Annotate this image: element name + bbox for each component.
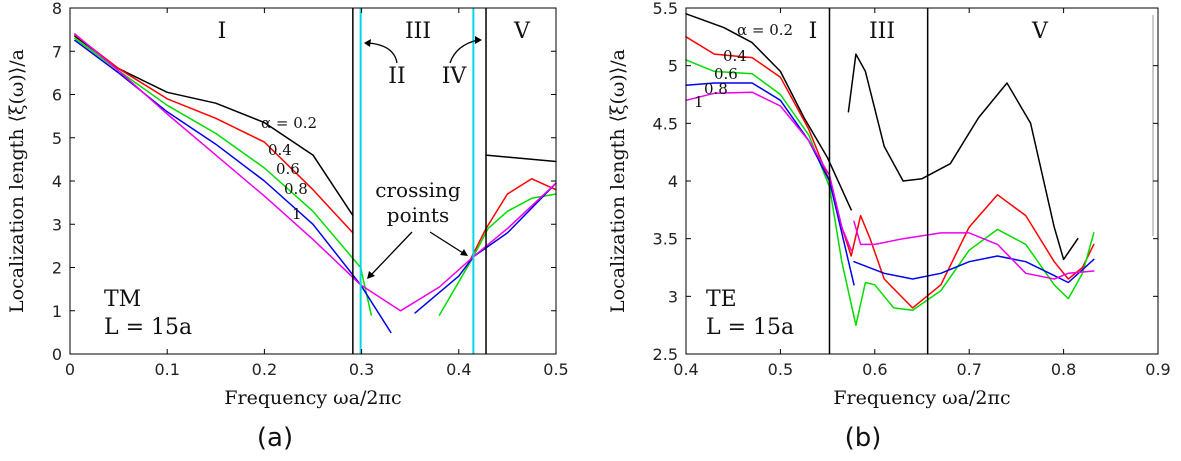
series-line-b-3-0 [685,82,855,286]
x-tick-label-b-2: 0.6 [862,360,887,379]
mode-label-te: TE [706,287,737,312]
x-tick-label-a-4: 0.4 [446,360,471,379]
y-tick-label-b-2: 3.5 [653,230,678,249]
region-arrows [364,36,482,64]
annotation-arrows [367,231,468,279]
y-tick-label-a-5: 5 [52,129,62,148]
series-line-a-2-1 [438,193,557,316]
series-line-a-0-1 [485,154,557,163]
panel-b-y-axis-label: Localization length ⟨ξ(ω)⟩/a [607,49,629,313]
alpha-label-0.6-b: 0.6 [714,65,738,83]
x-tick-label-b-1: 0.5 [768,360,793,379]
panel-b-label: (b) [845,423,882,453]
panel-b-x-axis-label: Frequency ωa/2πc [833,387,1010,409]
arrow-crossing-left-head [367,271,375,279]
alpha-label-0.2-b: α = 0.2 [737,21,793,39]
arrow-iv [449,39,479,64]
alpha-label-0.2: α = 0.2 [261,114,317,132]
y-tick-label-a-1: 1 [52,302,62,321]
panel-b-boundaries [828,8,929,354]
arrow-iv-head [475,36,482,44]
panel-b-axes-frame [685,7,1159,355]
x-tick-label-a-3: 0.3 [349,360,374,379]
series-line-b-3-1 [853,255,1095,284]
series-line-b-1-0 [685,36,1095,309]
x-tick-label-b-5: 0.9 [1145,360,1170,379]
panel-a: 0 0.1 0.2 0.3 0.4 0.5 0 1 2 3 4 5 6 7 8 I II III IV V… [6,0,569,453]
series-line-b-0-1 [847,53,1079,261]
region-label-iv: IV [442,64,468,89]
series-line-a-1-1 [467,178,557,264]
y-tick-label-a-8: 8 [52,0,62,18]
x-tick-label-a-0: 0 [65,360,75,379]
panel-b: 0.4 0.5 0.6 0.7 0.8 0.9 2.5 3 3.5 4 4.5 5 5.5 I III… [607,0,1171,453]
y-tick-label-b-5: 5 [668,57,678,76]
alpha-label-0.4: 0.4 [268,141,292,159]
panel-a-y-ticks: 0 1 2 3 4 5 6 7 8 [52,0,556,364]
arrow-crossing-right-head [460,249,468,256]
panel-a-y-axis-label: Localization length ⟨ξ(ω)⟩/a [6,49,28,313]
panel-a-label: (a) [257,423,293,453]
series-line-b-4-1 [853,220,1095,280]
alpha-label-1-b: 1 [694,93,704,111]
y-tick-label-b-3: 4 [668,172,678,191]
x-tick-label-a-1: 0.1 [154,360,179,379]
y-tick-label-a-0: 0 [52,345,62,364]
arrow-crossing-right [429,231,464,254]
x-tick-label-b-3: 0.7 [956,360,981,379]
alpha-label-1: 1 [292,205,302,223]
size-label-a: L = 15a [104,315,192,340]
x-tick-label-b-4: 0.8 [1051,360,1076,379]
y-tick-label-a-6: 6 [52,86,62,105]
y-tick-label-a-3: 3 [52,215,62,234]
arrow-ii [367,42,398,64]
y-tick-label-b-1: 3 [668,287,678,306]
region-label-v: V [513,19,531,44]
series-line-a-4-0 [74,33,557,312]
region-label-iii-b: III [869,19,895,44]
region-label-ii: II [388,64,405,89]
y-tick-label-b-6: 5.5 [653,0,678,18]
annotation-points: points [387,203,449,227]
size-label-b: L = 15a [706,315,794,340]
series-line-b-4-0 [685,91,852,251]
x-tick-label-a-5: 0.5 [543,360,568,379]
arrow-ii-head [364,39,371,47]
alpha-label-0.4-b: 0.4 [723,47,747,65]
y-tick-label-b-0: 2.5 [653,345,678,364]
panel-a-x-axis-label: Frequency ωa/2πc [224,387,401,409]
panel-b-series [685,13,1095,326]
panel-b-x-ticks: 0.4 0.5 0.6 0.7 0.8 0.9 [673,8,1171,379]
y-tick-label-a-2: 2 [52,259,62,278]
region-label-i: I [218,19,227,44]
y-tick-label-b-4: 4.5 [653,114,678,133]
y-tick-label-a-4: 4 [52,172,62,191]
panel-a-axes-frame [69,7,557,355]
mode-label-tm: TM [104,287,141,312]
alpha-label-0.6: 0.6 [276,160,300,178]
x-tick-label-b-0: 0.4 [673,360,698,379]
panel-a-series [74,33,557,334]
x-tick-label-a-2: 0.2 [252,360,277,379]
series-line-b-0-0 [685,13,852,211]
panel-b-y-ticks: 2.5 3 3.5 4 4.5 5 5.5 [653,0,1158,364]
annotation-crossing: crossing [375,178,461,202]
alpha-label-0.8: 0.8 [284,180,308,198]
panel-a-boundaries [352,8,487,354]
alpha-label-0.8-b: 0.8 [704,80,728,98]
region-label-v-b: V [1031,19,1049,44]
region-label-iii: III [405,19,431,44]
series-line-a-1-0 [74,34,354,234]
region-label-i-b: I [809,19,818,44]
y-tick-label-a-7: 7 [52,42,62,61]
panel-a-x-ticks: 0 0.1 0.2 0.3 0.4 0.5 [65,8,569,379]
arrow-crossing-left [370,231,413,276]
